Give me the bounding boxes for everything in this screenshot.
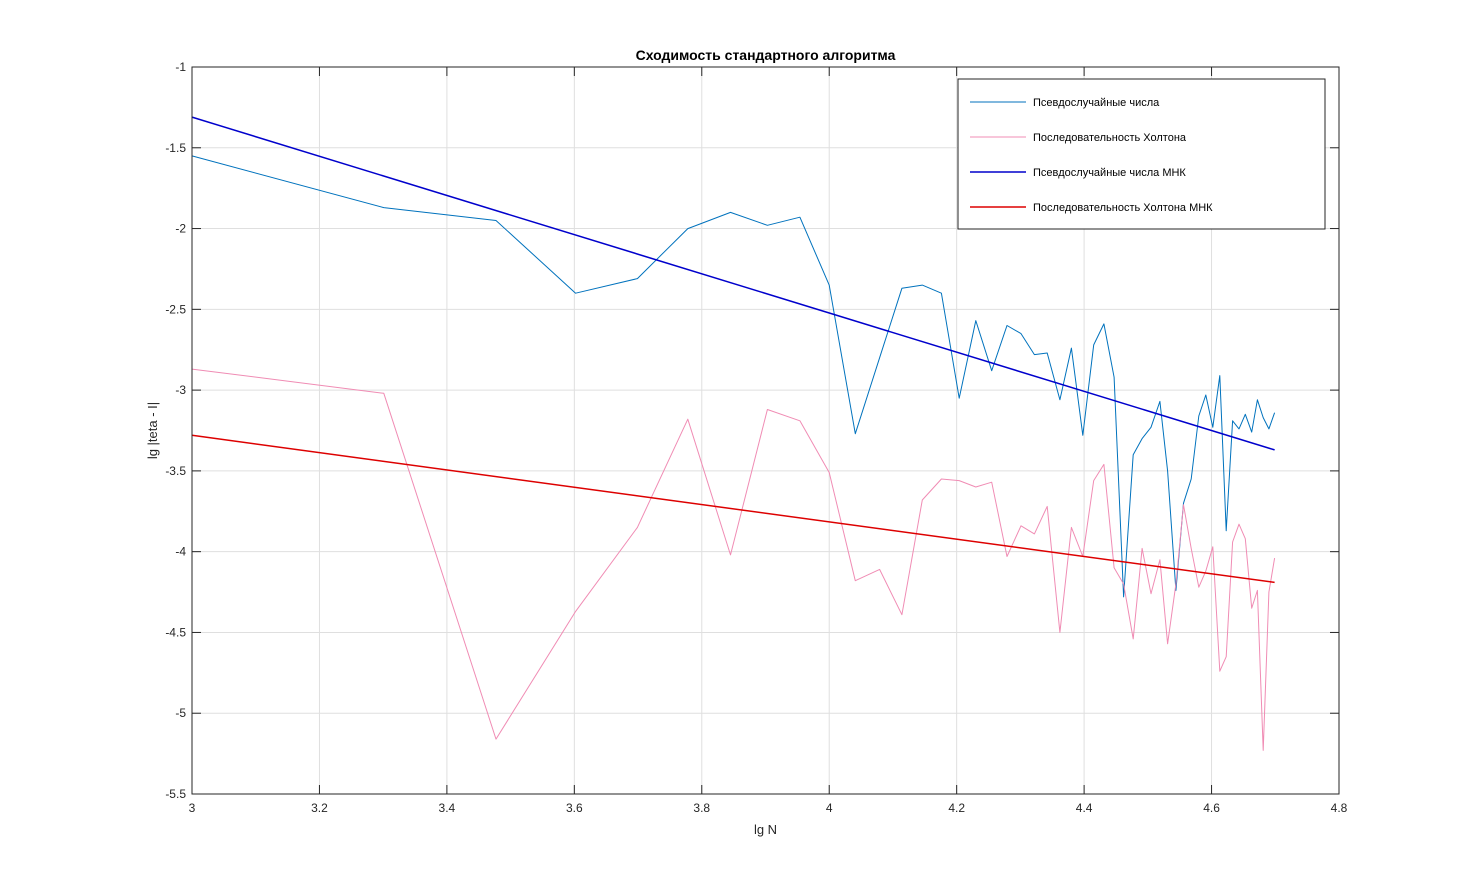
- y-tick-label: -2: [175, 222, 186, 236]
- x-axis-label: lg N: [754, 822, 777, 837]
- series-line-2: [191, 368, 1276, 751]
- y-axis-label: lg |teta - I|: [145, 402, 160, 459]
- y-tick-label: -3: [175, 383, 186, 397]
- y-tick-label: -3.5: [165, 464, 186, 478]
- x-tick-label: 3.8: [693, 801, 710, 815]
- legend-entry-label: Последовательность Холтона: [1033, 132, 1187, 144]
- x-tick-label: 4: [826, 801, 833, 815]
- series-line-1: [191, 155, 1276, 598]
- x-tick-label: 3.4: [439, 801, 456, 815]
- legend-entry-label: Псевдослучайные числа МНК: [1033, 167, 1186, 179]
- ticks: [191, 66, 1340, 795]
- plot-box: [191, 66, 1340, 795]
- x-tick-label: 4.4: [1076, 801, 1093, 815]
- x-tick-label: 4.6: [1203, 801, 1220, 815]
- x-tick-label: 4.2: [948, 801, 965, 815]
- legend-entry-label: Псевдослучайные числа: [1033, 97, 1160, 109]
- chart-title: Сходимость стандартного алгоритма: [636, 47, 896, 63]
- x-tick-label: 3: [189, 801, 196, 815]
- y-tick-label: -1.5: [165, 141, 186, 155]
- series-layer: [191, 116, 1276, 751]
- x-tick-labels: 3 3.2 3.4 3.6 3.8 4 4.2 4.4 4.6 4.8: [189, 801, 1348, 815]
- y-tick-label: -1: [175, 60, 186, 74]
- legend-box: [957, 78, 1326, 230]
- y-tick-labels: -1 -1.5 -2 -2.5 -3 -3.5 -4 -4.5 -5 -5.5: [165, 60, 186, 801]
- legend: Псевдослучайные числа Последовательность …: [957, 78, 1326, 230]
- x-tick-label: 4.8: [1331, 801, 1348, 815]
- series-line-4: [191, 434, 1275, 584]
- x-tick-label: 3.2: [311, 801, 328, 815]
- y-tick-label: -5: [175, 706, 186, 720]
- grid: [191, 66, 1340, 795]
- y-tick-label: -4.5: [165, 625, 186, 639]
- y-tick-label: -4: [175, 545, 186, 559]
- series-line-3: [191, 116, 1275, 451]
- y-tick-label: -2.5: [165, 302, 186, 316]
- y-tick-label: -5.5: [165, 787, 186, 801]
- x-tick-label: 3.6: [566, 801, 583, 815]
- legend-entry-label: Последовательность Холтона МНК: [1033, 202, 1213, 214]
